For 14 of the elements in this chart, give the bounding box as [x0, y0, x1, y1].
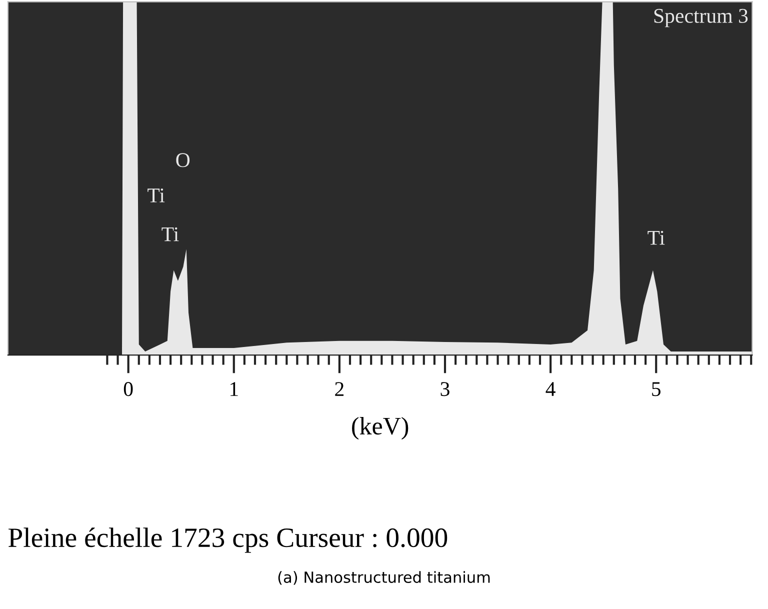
annotation: O — [176, 153, 190, 168]
x-tick-label: 5 — [652, 382, 661, 396]
text: Pleine échelle 1723 cps Curseur : 0.000 — [8, 528, 448, 553]
x-tick-label: 2 — [335, 382, 344, 396]
x-tick-label: 3 — [440, 382, 450, 396]
annotation: Ti — [162, 227, 179, 242]
x-tick-label: 0 — [124, 382, 133, 396]
annotation: Ti — [648, 230, 665, 245]
x-tick-label: 4 — [546, 382, 556, 396]
x-tick-label: 1 — [230, 382, 238, 396]
series-label: Spectrum 3 — [654, 8, 748, 28]
text: (a) Nanostructured titanium — [278, 571, 490, 585]
annotation: Ti — [148, 188, 165, 202]
x-axis-title: (keV) — [352, 416, 408, 440]
